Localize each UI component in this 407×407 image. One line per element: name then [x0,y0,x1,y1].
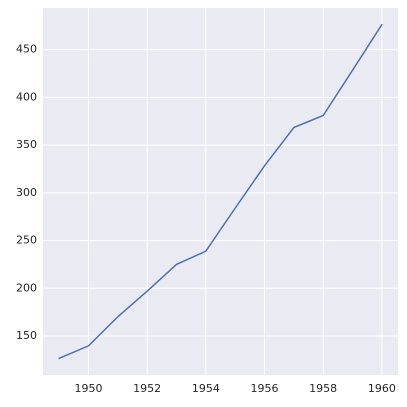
x-tick-label: 1950 [74,382,102,395]
x-tick-label: 1960 [368,382,396,395]
x-tick-label: 1952 [133,382,161,395]
x-tick-label: 1956 [251,382,279,395]
x-tick-label: 1954 [192,382,220,395]
line [58,23,383,360]
y-tick-label: 300 [16,186,37,199]
y-tick-label: 250 [16,234,37,247]
y-tick-label: 400 [16,90,37,103]
x-tick-label: 1958 [309,382,337,395]
y-tick-label: 150 [16,329,37,342]
y-tick-label: 450 [16,43,37,56]
plot-area [43,8,398,375]
y-tick-label: 350 [16,138,37,151]
y-tick-label: 200 [16,281,37,294]
